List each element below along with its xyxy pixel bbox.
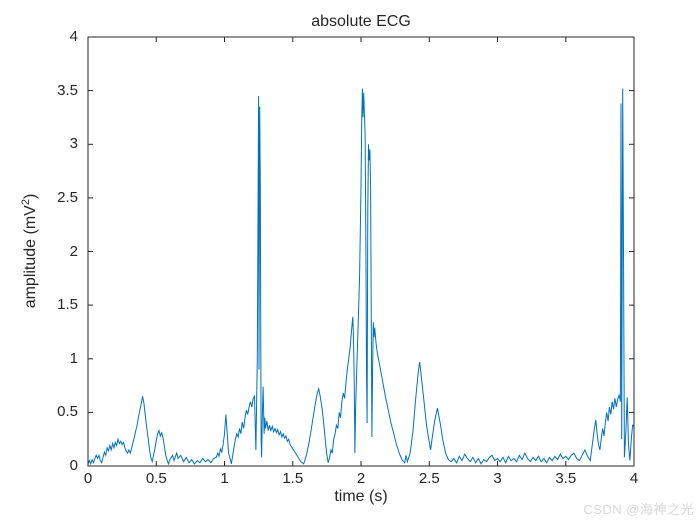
y-tick-label: 2 [69, 242, 78, 260]
y-tick-label: 2.5 [57, 188, 78, 206]
x-tick-label: 1 [220, 470, 229, 487]
y-tick-label: 0.5 [57, 403, 78, 421]
x-tick-label: 3.5 [555, 470, 577, 487]
ecg-line [87, 88, 635, 466]
y-tick-label: 1.5 [57, 296, 78, 314]
x-tick-label: 1.5 [282, 470, 304, 487]
watermark: CSDN @海神之光 [583, 502, 694, 517]
y-tick-label: 0 [69, 457, 78, 474]
y-axis-label-close: ) [22, 193, 40, 200]
y-axis-label-text: amplitude (mV [22, 205, 40, 309]
x-tick-label: 2.5 [418, 470, 440, 487]
y-tick-label: 4 [69, 28, 78, 45]
y-tick-label: 3.5 [57, 81, 78, 99]
x-tick-label: 0.5 [145, 470, 167, 487]
x-axis-label: time (s) [334, 488, 388, 505]
x-tick-label: 4 [629, 470, 639, 487]
x-tick-label: 0 [83, 470, 93, 487]
x-tick-label: 2 [356, 470, 366, 487]
y-tick-label: 1 [69, 349, 78, 367]
axes-box [87, 36, 635, 467]
y-axis-label-superscript: 2 [19, 199, 32, 206]
y-tick-label: 3 [69, 135, 78, 153]
y-axis-label: amplitude (mV2) [20, 194, 40, 309]
x-tick-label: 3 [493, 470, 502, 487]
chart-title: absolute ECG [311, 13, 411, 30]
